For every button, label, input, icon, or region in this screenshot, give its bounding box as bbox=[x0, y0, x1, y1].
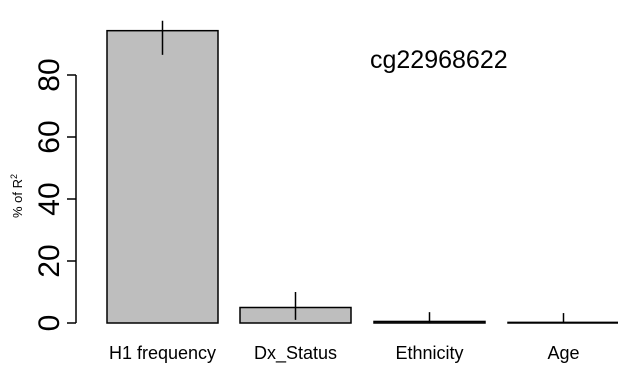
y-axis-label: % of R2 bbox=[9, 174, 25, 218]
x-labels-group: H1 frequency Dx_Status Ethnicity Age bbox=[109, 343, 580, 364]
y-tick-label: 60 bbox=[33, 120, 66, 153]
y-axis-label-main: % of R bbox=[10, 179, 25, 218]
y-tick-label: 20 bbox=[33, 244, 66, 277]
y-tick-label: 0 bbox=[33, 315, 66, 332]
error-bars-group bbox=[161, 20, 565, 323]
bars-group bbox=[106, 29, 618, 324]
y-ticks-group: 0 20 40 60 80 bbox=[33, 58, 76, 331]
x-tick-label: Age bbox=[547, 343, 579, 363]
chart-annotation: cg22968622 bbox=[370, 46, 508, 74]
x-tick-label: H1 frequency bbox=[109, 343, 216, 363]
bar-h1-frequency bbox=[106, 29, 219, 324]
y-tick-label: 80 bbox=[33, 58, 66, 91]
x-tick-label: Dx_Status bbox=[254, 343, 337, 364]
y-axis-label-superscript: 2 bbox=[9, 174, 19, 179]
y-tick-label: 40 bbox=[33, 182, 66, 215]
x-tick-label: Ethnicity bbox=[395, 343, 463, 363]
